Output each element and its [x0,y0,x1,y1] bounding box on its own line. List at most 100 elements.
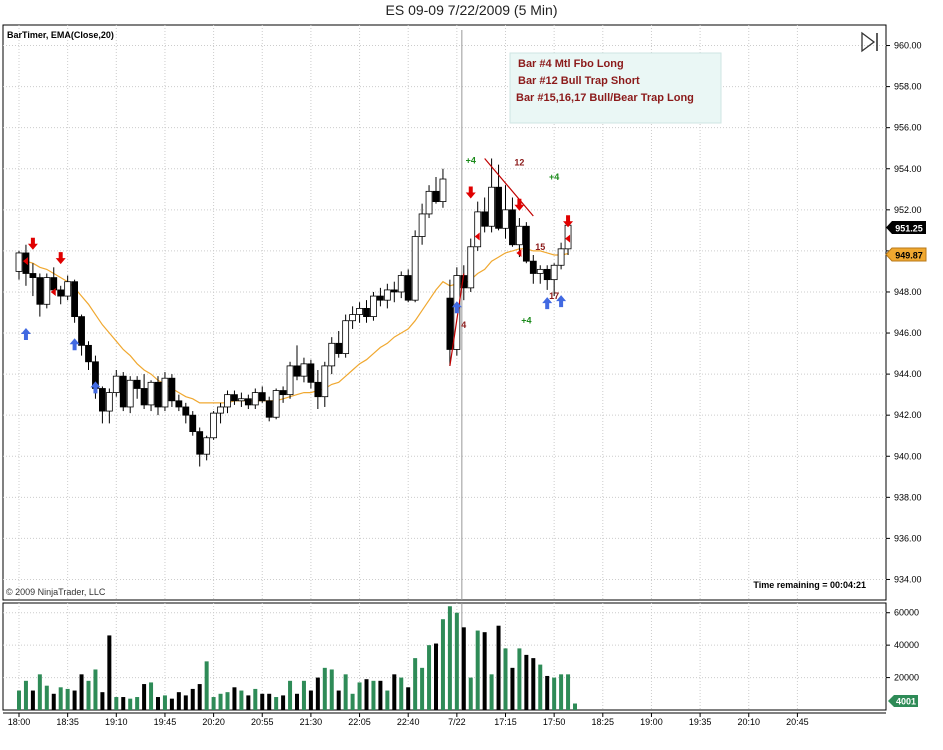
trendline [449,273,465,366]
price-tick-label: 944.00 [894,369,922,379]
notes-box: Bar #4 Mtl Fbo Long Bar #12 Bull Trap Sh… [509,52,722,124]
candle-body [119,375,127,408]
volume-bar [329,669,334,710]
volume-bar [315,677,320,710]
price-tick-label: 960.00 [894,41,922,51]
candle-body [349,314,357,322]
time-tick-label: 17:50 [543,717,566,727]
volume-bar [204,661,209,710]
volume-badge-label: 4001 [896,697,916,707]
volume-bar [211,697,216,710]
volume-bar [72,690,77,710]
volume-bar [336,690,341,710]
volume-tick-label: 20000 [894,673,919,683]
candle-body [300,363,308,377]
candle-body [126,379,134,408]
copyright: © 2009 NinjaTrader, LLC [6,587,106,597]
candle-body [522,225,530,262]
volume-bar [552,677,557,710]
arrow-up-icon [90,381,101,394]
candle-body [71,281,78,318]
play-to-end-button[interactable] [858,30,882,54]
volume-bar [225,692,230,710]
candle-body [224,394,231,408]
candle-body [397,275,405,293]
volume-bar [142,684,147,710]
last-price-label: 951.25 [895,224,923,234]
volume-bar [308,690,313,710]
arrow-up-icon [451,301,462,314]
candle-body [203,437,211,455]
candle-body [376,295,384,301]
volume-series [17,606,577,710]
candle-body [390,289,398,293]
candle-body [342,320,350,354]
volume-bar [100,692,105,710]
small-left-arrow-icon [50,287,56,296]
chart-title: ES 09-09 7/22/2009 (5 Min) [385,2,558,18]
arrow-down-icon [465,186,476,199]
volume-bar [392,674,397,710]
candle-body [432,190,440,203]
candle-body [231,394,238,402]
price-tick-label: 954.00 [894,164,922,174]
volume-bar [295,693,299,710]
candle-body [210,412,218,439]
volume-bar [239,690,244,710]
time-tick-label: 7/22 [448,717,466,727]
signal-annotation: +4 [466,156,476,166]
candle-body [78,316,85,346]
volume-bar [37,674,42,710]
candle-body [147,381,155,406]
volume-bar [23,680,28,710]
price-tick-label: 942.00 [894,410,922,420]
candle-body [112,375,120,393]
candle-body [550,264,558,281]
candle-body [251,392,259,406]
candle-body [557,248,565,266]
volume-bar [406,687,411,710]
volume-bar [440,619,445,710]
candle-body [425,190,433,215]
volume-bar [482,632,487,710]
candle-body [314,381,322,398]
candle-body [516,225,523,246]
time-tick-label: 19:35 [689,717,712,727]
candle-body [495,186,502,229]
candle-body [286,365,294,396]
volume-bar [461,627,466,710]
volume-bar [107,635,112,710]
volume-bar [385,690,390,710]
arrow-down-icon [55,252,66,265]
candle-body [418,213,426,237]
volume-bar [218,693,223,710]
arrow-up-icon [69,338,80,351]
volume-bar [538,664,543,710]
volume-bar [427,645,432,710]
signal-annotation: 12 [514,158,524,168]
candle-body [161,377,169,408]
volume-bar [566,674,571,710]
volume-bar [364,679,369,710]
volume-bar [288,680,293,710]
candle-body [488,186,496,227]
candle-body [217,406,224,414]
time-tick-label: 21:30 [300,717,323,727]
small-left-arrow-icon [516,248,522,257]
candle-body [356,307,363,315]
arrow-up-icon [20,327,31,340]
volume-bar [559,674,564,710]
volume-bar [232,687,237,710]
volume-bar [246,695,251,710]
arrow-down-icon [27,237,38,250]
candle-body [237,398,245,402]
volume-bar [573,703,577,710]
volume-bar [183,695,188,710]
candle-body [536,268,544,274]
candle-body [411,236,419,301]
trendline [484,158,534,217]
volume-bar [93,669,98,710]
volume-bar [357,682,362,710]
volume-bar [79,674,84,710]
volume-bar [135,697,140,710]
